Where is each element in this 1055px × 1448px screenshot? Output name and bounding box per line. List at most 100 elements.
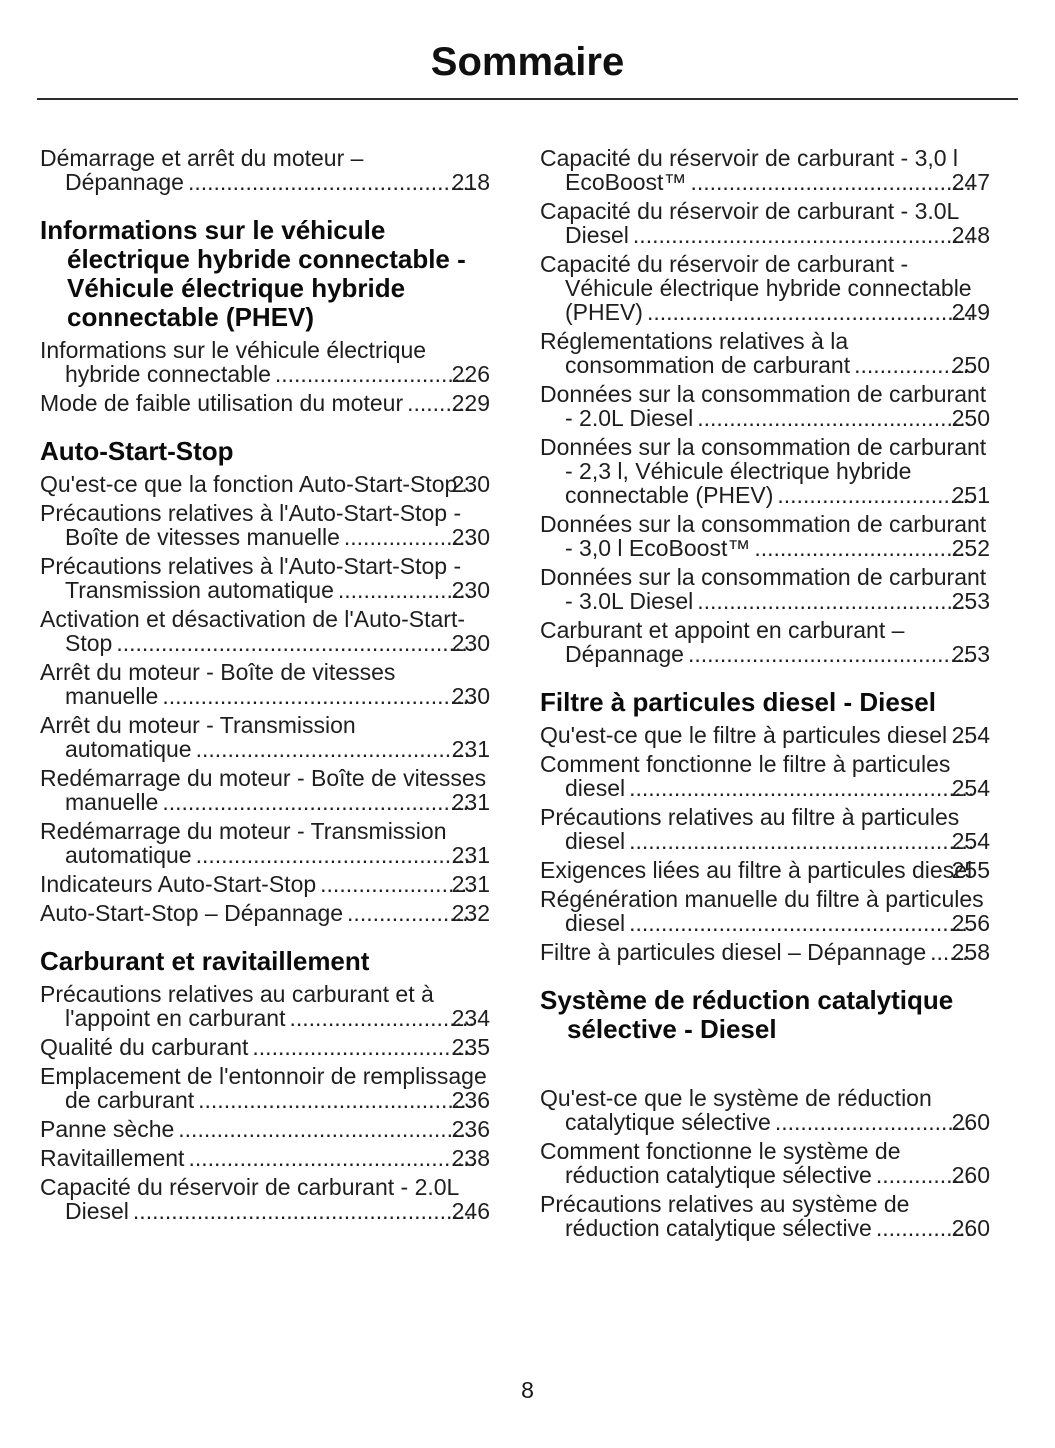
entry-title: Précautions relatives à l'Auto-Start-Sto… bbox=[40, 500, 462, 550]
toc-entry: Auto-Start-Stop – Dépannage.............… bbox=[40, 901, 490, 925]
dot-leader: ... bbox=[951, 722, 971, 748]
entry-title: Exigences liées au filtre à particules d… bbox=[540, 857, 973, 883]
entry-title: Arrêt du moteur - Boîte de vitesses manu… bbox=[40, 659, 396, 709]
dot-leader: ........................................… bbox=[198, 1087, 473, 1113]
dot-leader: ........................................… bbox=[690, 169, 972, 195]
entry-page-number: 231 bbox=[451, 736, 490, 762]
toc-entry: Précautions relatives au système de rédu… bbox=[540, 1192, 990, 1240]
entry-title: Comment fonctionne le système de réducti… bbox=[540, 1138, 901, 1188]
dot-leader: ........................................… bbox=[697, 405, 973, 431]
dot-leader: ........................................… bbox=[195, 842, 471, 868]
toc-entry: Capacité du réservoir de carburant - 3.0… bbox=[540, 199, 990, 247]
toc-entry: Précautions relatives à l'Auto-Start-Sto… bbox=[40, 501, 490, 549]
toc-entry: Données sur la consommation de carburant… bbox=[540, 435, 990, 507]
entry-page-number: 231 bbox=[451, 789, 490, 815]
dot-leader: ........................................… bbox=[187, 169, 476, 195]
toc-entry: Capacité du réservoir de carburant - Véh… bbox=[540, 252, 990, 324]
toc-entry: Qu'est-ce que la fonction Auto-Start-Sto… bbox=[40, 472, 490, 496]
toc-entry: Capacité du réservoir de carburant - 2.0… bbox=[40, 1175, 490, 1223]
entry-page-number: 249 bbox=[951, 299, 990, 325]
toc-entry: Qu'est-ce que le filtre à particules die… bbox=[540, 723, 990, 747]
toc-entry: Arrêt du moteur - Transmission automatiq… bbox=[40, 713, 490, 761]
entry-title: Données sur la consommation de carburant… bbox=[540, 434, 987, 508]
section-heading: Auto-Start-Stop bbox=[40, 436, 234, 466]
toc-entry: Ravitaillement..........................… bbox=[40, 1146, 490, 1170]
entry-page-number: 260 bbox=[951, 1109, 990, 1135]
toc-entry: Informations sur le véhicule électrique … bbox=[40, 338, 490, 386]
entry-page-number: 229 bbox=[451, 390, 490, 416]
entry-page-number: 230 bbox=[451, 683, 490, 709]
toc-entry: Panne sèche.............................… bbox=[40, 1117, 490, 1141]
dot-leader: ............... bbox=[875, 1162, 972, 1188]
page-title: Sommaire bbox=[430, 40, 625, 84]
entry-title: Qu'est-ce que le système de réduction ca… bbox=[540, 1085, 932, 1135]
dot-leader: ........................................… bbox=[162, 683, 476, 709]
dot-leader: .......... bbox=[407, 390, 472, 416]
dot-leader: ............................... bbox=[777, 482, 976, 508]
dot-leader: ........................................… bbox=[178, 1116, 473, 1142]
dot-leader: ........................................… bbox=[162, 789, 476, 815]
dot-leader: ........................................… bbox=[632, 222, 972, 248]
entry-page-number: 254 bbox=[951, 775, 990, 801]
entry-title: Informations sur le véhicule électrique … bbox=[40, 337, 427, 387]
toc-entry: Précautions relatives à l'Auto-Start-Sto… bbox=[40, 554, 490, 602]
entry-title: Ravitaillement bbox=[40, 1145, 185, 1171]
section-heading: Système de réduction catalytique sélecti… bbox=[540, 985, 954, 1044]
toc-entry: Données sur la consommation de carburant… bbox=[540, 512, 990, 560]
toc-column-right: Capacité du réservoir de carburant - 3,0… bbox=[540, 146, 990, 1245]
dot-leader: ............................... bbox=[274, 361, 473, 387]
entry-title: Indicateurs Auto-Start-Stop bbox=[40, 871, 317, 897]
toc-columns: Démarrage et arrêt du moteur – Dépannage… bbox=[40, 146, 990, 1245]
section-heading: Filtre à particules diesel - Diesel bbox=[540, 687, 936, 717]
entry-page-number: 247 bbox=[951, 169, 990, 195]
entry-title: Données sur la consommation de carburant… bbox=[540, 381, 987, 431]
dot-leader: ........................................… bbox=[697, 588, 973, 614]
toc-entry: Régénération manuelle du filtre à partic… bbox=[540, 887, 990, 935]
entry-title: Mode de faible utilisation du moteur bbox=[40, 390, 404, 416]
dot-leader: ........................................… bbox=[195, 736, 471, 762]
entry-page-number: 234 bbox=[451, 1005, 490, 1031]
entry-page-number: 230 bbox=[451, 471, 490, 497]
header-divider bbox=[37, 98, 1018, 100]
dot-leader: ........................................… bbox=[188, 1145, 477, 1171]
entry-title: Carburant et appoint en carburant – Dépa… bbox=[540, 617, 905, 667]
entry-page-number: 231 bbox=[451, 842, 490, 868]
entry-title: Capacité du réservoir de carburant - 2.0… bbox=[40, 1174, 459, 1224]
toc-entry: Redémarrage du moteur - Boîte de vitesse… bbox=[40, 766, 490, 814]
toc-entry: Redémarrage du moteur - Transmission aut… bbox=[40, 819, 490, 867]
toc-entry: Exigences liées au filtre à particules d… bbox=[540, 858, 990, 882]
entry-page-number: 253 bbox=[951, 641, 990, 667]
entry-page-number: 232 bbox=[451, 900, 490, 926]
entry-page-number: 236 bbox=[451, 1116, 490, 1142]
dot-leader: .................... bbox=[347, 900, 475, 926]
entry-title: Régénération manuelle du filtre à partic… bbox=[540, 886, 984, 936]
toc-entry: Emplacement de l'entonnoir de remplissag… bbox=[40, 1064, 490, 1112]
toc-entry: Précautions relatives au filtre à partic… bbox=[540, 805, 990, 853]
entry-page-number: 258 bbox=[951, 939, 990, 965]
entry-page-number: 235 bbox=[451, 1034, 490, 1060]
toc-entry: Qualité du carburant....................… bbox=[40, 1035, 490, 1059]
entry-title: Qu'est-ce que la fonction Auto-Start-Sto… bbox=[40, 471, 458, 497]
entry-page-number: 230 bbox=[451, 630, 490, 656]
entry-title: Redémarrage du moteur - Transmission aut… bbox=[40, 818, 447, 868]
dot-leader: ........................................… bbox=[629, 910, 975, 936]
dot-leader: ............................. bbox=[289, 1005, 475, 1031]
dot-leader: ........................ bbox=[320, 871, 474, 897]
entry-title: Qu'est-ce que le filtre à particules die… bbox=[540, 722, 948, 748]
entry-title: Comment fonctionne le filtre à particule… bbox=[540, 751, 951, 801]
entry-page-number: 238 bbox=[451, 1145, 490, 1171]
toc-entry: Comment fonctionne le filtre à particule… bbox=[540, 752, 990, 800]
entry-title: Précautions relatives au système de rédu… bbox=[540, 1191, 910, 1241]
dot-leader: ............................... bbox=[774, 1109, 973, 1135]
entry-title: Redémarrage du moteur - Boîte de vitesse… bbox=[40, 765, 487, 815]
toc-entry: Indicateurs Auto-Start-Stop.............… bbox=[40, 872, 490, 896]
toc-entry: Données sur la consommation de carburant… bbox=[540, 382, 990, 430]
toc-column-left: Démarrage et arrêt du moteur – Dépannage… bbox=[40, 146, 490, 1245]
entry-title: Auto-Start-Stop – Dépannage bbox=[40, 900, 344, 926]
entry-title: Emplacement de l'entonnoir de remplissag… bbox=[40, 1063, 487, 1113]
dot-leader: .................... bbox=[343, 524, 472, 550]
toc-entry: Qu'est-ce que le système de réduction ca… bbox=[540, 1086, 990, 1134]
entry-title: Précautions relatives à l'Auto-Start-Sto… bbox=[40, 553, 462, 603]
dot-leader: ........................................… bbox=[116, 630, 475, 656]
dot-leader: .................................. bbox=[754, 535, 972, 561]
